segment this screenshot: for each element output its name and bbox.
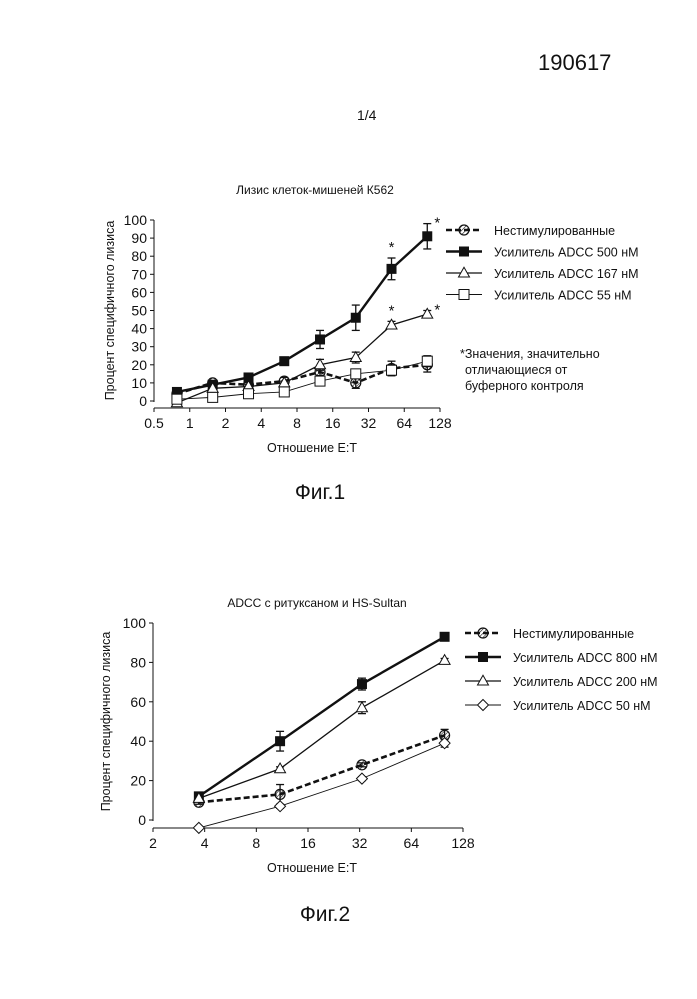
fig1-legend-label: Усилитель ADCC 167 нМ (494, 267, 639, 281)
fig1-point (208, 392, 218, 402)
fig1-chart: Лизис клеток-мишеней К562 Отношение Е:Т Пр… (103, 183, 639, 455)
fig1-x-tick-label: 32 (361, 415, 377, 431)
fig2-x-tick-label: 2 (149, 835, 157, 851)
fig2-point (357, 760, 367, 770)
fig1-significance-mark: * (434, 215, 440, 232)
fig1-y-axis-label: Процент специфичного лизиса (103, 221, 117, 401)
fig1-x-tick-label: 8 (293, 415, 301, 431)
fig2-y-tick-label: 40 (130, 733, 146, 749)
fig2-y-tick-label: 60 (130, 694, 146, 710)
fig2-x-tick-label: 4 (201, 835, 209, 851)
fig1-x-tick-label: 128 (428, 415, 452, 431)
fig2-point (440, 632, 450, 642)
fig2-title: ADCC с ритуксаном и HS-Sultan (227, 596, 406, 610)
fig2-legend-label: Усилитель ADCC 800 нМ (513, 651, 658, 665)
fig2-point (193, 822, 204, 833)
fig1-point (387, 264, 397, 274)
fig1-significance-note: *Значения, значительно (460, 347, 600, 361)
fig2-legend-marker (478, 628, 488, 638)
fig2-x-tick-label: 32 (352, 835, 368, 851)
fig1-x-tick-label: 0.5 (144, 415, 164, 431)
fig1-legend-label: Нестимулированные (494, 224, 615, 238)
fig1-y-tick-label: 50 (131, 303, 147, 319)
fig1-significance-mark: * (389, 239, 395, 256)
fig2-series-line-1 (199, 637, 445, 797)
fig1-y-tick-label: 0 (139, 393, 147, 409)
fig1-y-tick-label: 40 (131, 321, 147, 337)
fig1-title: Лизис клеток-мишеней К562 (236, 183, 394, 197)
fig1-significance-note: отличающиеся от (465, 363, 568, 377)
fig1-point (279, 387, 289, 397)
fig1-x-tick-label: 16 (325, 415, 341, 431)
fig2-x-tick-label: 128 (451, 835, 475, 851)
fig2-point (356, 702, 367, 712)
fig1-point (422, 231, 432, 241)
fig1-x-tick-label: 1 (186, 415, 194, 431)
fig2-point (275, 801, 286, 812)
fig2-point (275, 763, 286, 773)
fig1-x-axis-label: Отношение Е:Т (267, 441, 357, 455)
fig2-legend-label: Усилитель ADCC 50 нМ (513, 699, 651, 713)
fig2-y-axis-label: Процент специфичного лизиса (99, 632, 113, 812)
fig1-point (422, 356, 432, 366)
fig1-point (244, 389, 254, 399)
fig2-x-tick-label: 64 (404, 835, 420, 851)
fig2-y-tick-label: 100 (123, 615, 147, 631)
fig2-point (357, 679, 367, 689)
fig1-y-tick-label: 70 (131, 266, 147, 282)
fig1-legend-marker (459, 267, 470, 277)
fig1-point (315, 334, 325, 344)
fig1-x-tick-label: 2 (222, 415, 230, 431)
fig1-point (351, 378, 361, 388)
fig1-y-tick-label: 100 (124, 212, 148, 228)
fig2-legend-label: Нестимулированные (513, 627, 634, 641)
fig2-point (439, 655, 450, 665)
fig1-point (387, 365, 397, 375)
fig2-y-tick-label: 80 (130, 654, 146, 670)
fig1-significance-mark: * (434, 302, 440, 319)
fig1-x-tick-label: 64 (396, 415, 412, 431)
fig2-x-tick-label: 16 (300, 835, 316, 851)
fig2-x-axis-label: Отношение Е:Т (267, 861, 357, 875)
fig2-legend-marker (478, 675, 489, 685)
fig1-legend-marker (459, 290, 469, 300)
fig1-y-tick-label: 60 (131, 284, 147, 300)
fig1-legend-marker (459, 247, 469, 257)
fig2-series-line-2 (199, 660, 445, 798)
fig2-point (275, 736, 285, 746)
fig2-point (356, 773, 367, 784)
fig1-legend-label: Усилитель ADCC 55 нМ (494, 289, 632, 303)
fig1-point (351, 369, 361, 379)
fig1-significance-note: буферного контроля (465, 379, 584, 393)
fig1-x-tick-label: 4 (257, 415, 265, 431)
fig1-y-tick-label: 20 (131, 357, 147, 373)
fig2-legend-marker (478, 652, 488, 662)
fig2-chart: ADCC с ритуксаном и HS-Sultan Отношение Е… (99, 596, 658, 875)
fig1-point (315, 376, 325, 386)
fig1-point (172, 394, 182, 404)
fig1-y-tick-label: 10 (131, 375, 147, 391)
fig1-legend-marker (459, 225, 469, 235)
fig1-y-tick-label: 30 (131, 339, 147, 355)
fig2-legend-marker (478, 700, 489, 711)
fig2-y-tick-label: 20 (130, 773, 146, 789)
fig2-point (275, 789, 285, 799)
fig1-significance-mark: * (389, 302, 395, 319)
fig2-legend-label: Усилитель ADCC 200 нМ (513, 675, 658, 689)
fig1-legend-label: Усилитель ADCC 500 нМ (494, 246, 639, 260)
fig1-point (422, 308, 433, 318)
fig1-point (279, 356, 289, 366)
fig2-y-tick-label: 0 (138, 812, 146, 828)
fig1-y-tick-label: 90 (131, 230, 147, 246)
fig2-x-tick-label: 8 (252, 835, 260, 851)
fig1-y-tick-label: 80 (131, 248, 147, 264)
fig1-point (351, 313, 361, 323)
